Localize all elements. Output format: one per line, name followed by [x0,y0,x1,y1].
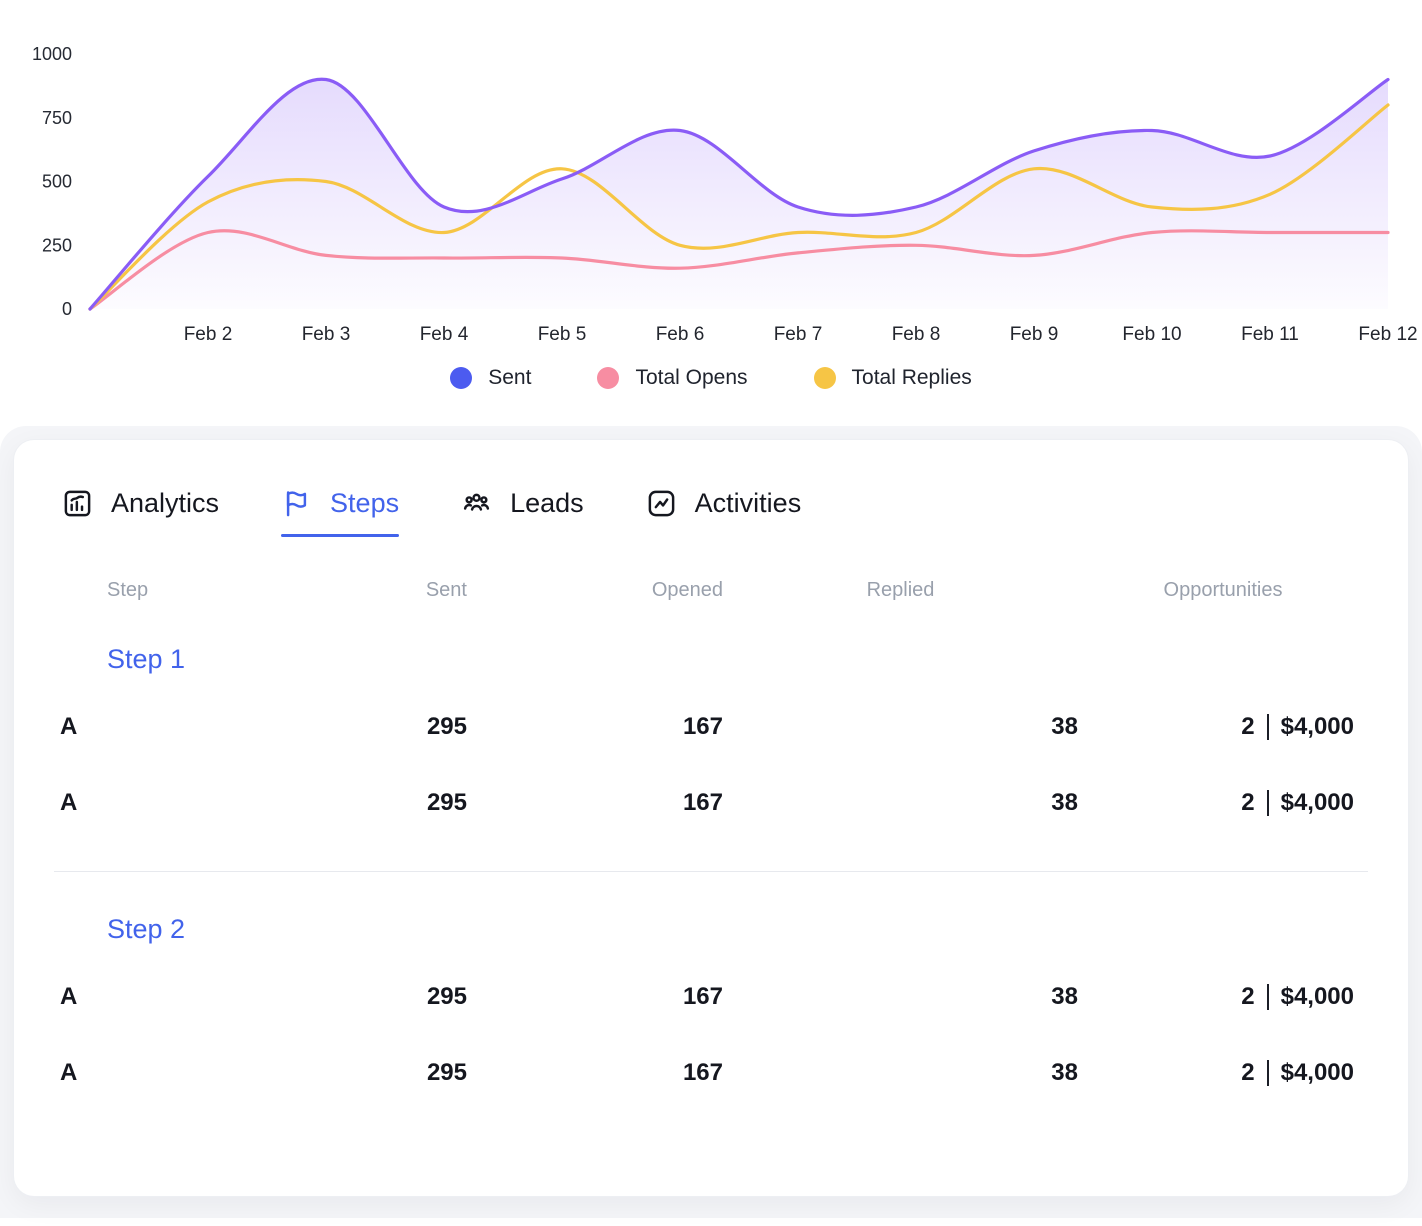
tab-activities[interactable]: Activities [646,488,802,537]
campaign-detail-card: Analytics Steps Leads [14,440,1408,1196]
svg-text:750: 750 [42,108,72,128]
tab-leads[interactable]: Leads [461,488,584,537]
total-opens-legend-dot-icon [597,367,620,389]
legend-item-total-opens[interactable]: Total Opens [597,366,748,390]
analytics-chart-icon [64,490,91,517]
replied-value: 38 [1051,1059,1078,1086]
variant-label: A [60,713,78,740]
total-replies-legend-dot-icon [813,367,836,389]
legend-item-total-replies[interactable]: Total Replies [813,366,972,390]
column-header-opened: Opened [651,579,723,601]
sent-legend-dot-icon [450,367,473,389]
svg-text:Feb 12: Feb 12 [1358,324,1417,345]
opportunities-value: 2 $4,000 [1078,983,1368,1011]
legend-label: Sent [488,366,532,389]
svg-text:Feb 9: Feb 9 [1010,324,1059,345]
svg-text:Feb 2: Feb 2 [184,324,233,345]
tab-bar: Analytics Steps Leads [14,440,1408,537]
variant-label: A [60,983,78,1010]
value-divider [1266,714,1269,740]
opportunities-value: 2 $4,000 [1078,1059,1368,1087]
svg-text:Feb 5: Feb 5 [538,324,587,345]
legend-label: Total Opens [635,366,748,389]
opened-value: 167 [682,713,723,740]
variant-label: A [60,789,78,816]
column-header-step: Step [107,579,149,601]
replied-value: 38 [1051,713,1078,740]
flag-icon [286,491,307,517]
group-divider [54,871,1368,872]
tab-label: Analytics [111,488,220,518]
svg-text:Feb 8: Feb 8 [892,324,941,345]
steps-table: Step Sent Opened Replied Opportunities S… [14,537,1408,1145]
svg-text:Feb 7: Feb 7 [774,324,823,345]
svg-text:Feb 3: Feb 3 [302,324,351,345]
tab-steps[interactable]: Steps [281,488,400,537]
opportunity-count: 2 [1241,1059,1255,1086]
svg-text:Feb 11: Feb 11 [1241,324,1299,345]
users-group-icon [464,493,490,511]
value-divider [1266,790,1269,816]
chart-legend: Sent Total Opens Total Replies [0,366,1422,390]
step-group-label: Step 1 [107,644,186,674]
table-header-row: Step Sent Opened Replied Opportunities [54,579,1368,602]
svg-text:Feb 10: Feb 10 [1122,324,1181,345]
sent-value: 295 [426,983,467,1010]
opportunity-count: 2 [1241,983,1255,1010]
activity-trend-icon [648,490,675,517]
table-row[interactable]: A 295 167 38 2 $4,000 [54,689,1368,765]
opportunity-amount: $4,000 [1280,1059,1354,1086]
tab-label: Leads [510,488,584,518]
tab-label: Steps [330,488,400,518]
value-divider [1266,1060,1269,1086]
opportunity-amount: $4,000 [1280,789,1354,816]
opened-value: 167 [682,983,723,1010]
sent-value: 295 [426,713,467,740]
svg-text:Feb 4: Feb 4 [420,324,469,345]
svg-text:500: 500 [42,172,72,192]
legend-label: Total Replies [851,366,972,389]
opportunity-amount: $4,000 [1280,713,1354,740]
opportunities-value: 2 $4,000 [1078,713,1368,741]
svg-text:1000: 1000 [32,44,72,64]
column-header-sent: Sent [425,579,467,601]
replied-value: 38 [1051,789,1078,816]
step-group-label: Step 2 [107,914,186,944]
replied-value: 38 [1051,983,1078,1010]
opportunity-count: 2 [1241,789,1255,816]
column-header-opportunities: Opportunities [1163,579,1283,601]
table-row[interactable]: A 295 167 38 2 $4,000 [54,1035,1368,1111]
svg-text:Feb 6: Feb 6 [656,324,705,345]
opportunity-amount: $4,000 [1280,983,1354,1010]
tab-analytics[interactable]: Analytics [62,488,219,537]
campaign-performance-chart: 0 250 500 750 1000 Feb 2 Feb 3 Feb 4 Feb 5 Feb 6 F… [32,44,1418,345]
svg-text:0: 0 [62,299,72,319]
tab-label: Activities [694,488,802,518]
sent-value: 295 [426,789,467,816]
opened-value: 167 [682,789,723,816]
column-header-replied: Replied [866,579,935,601]
sent-value: 295 [426,1059,467,1086]
opened-value: 167 [682,1059,723,1086]
lower-section: Analytics Steps Leads [0,426,1422,1218]
opportunities-value: 2 $4,000 [1078,789,1368,817]
campaign-chart-section: 0 250 500 750 1000 Feb 2 Feb 3 Feb 4 Feb 5 Feb 6 F… [0,0,1422,390]
opportunity-count: 2 [1241,713,1255,740]
legend-item-sent[interactable]: Sent [450,366,531,390]
table-row[interactable]: A 295 167 38 2 $4,000 [54,765,1368,841]
svg-text:250: 250 [42,235,72,255]
value-divider [1266,984,1269,1010]
table-row[interactable]: A 295 167 38 2 $4,000 [54,959,1368,1035]
variant-label: A [60,1059,78,1086]
